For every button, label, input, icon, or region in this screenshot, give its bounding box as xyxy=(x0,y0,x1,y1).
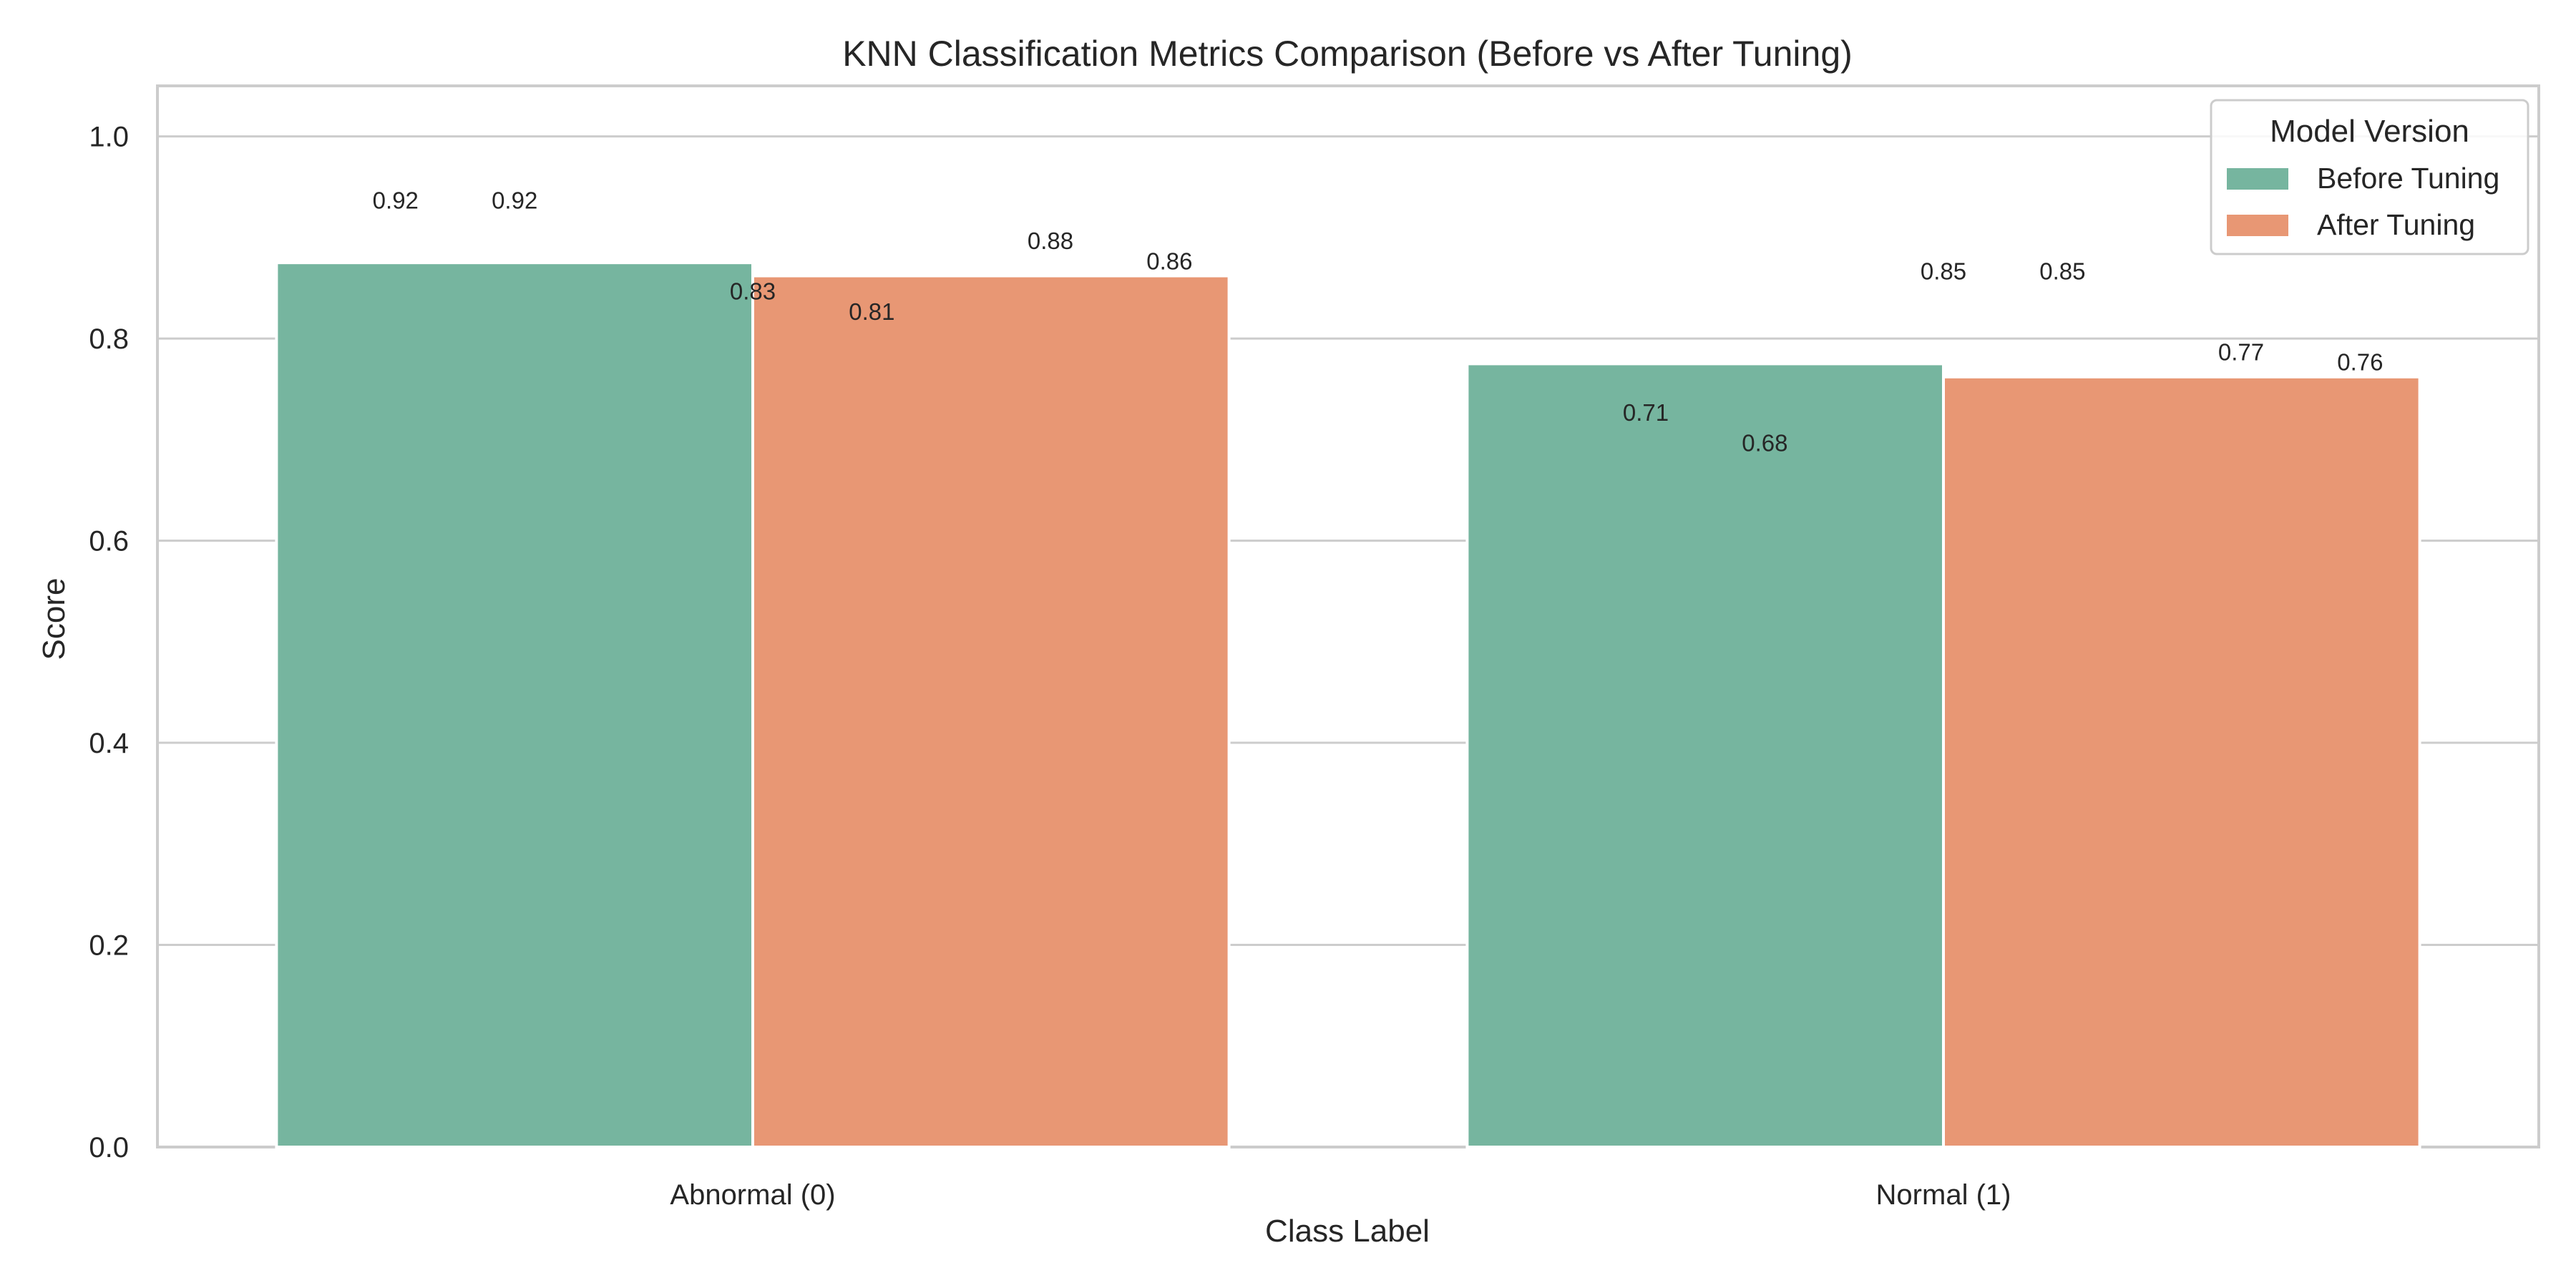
x-tick-label: Abnormal (0) xyxy=(670,1179,835,1211)
chart-title: KNN Classification Metrics Comparison (B… xyxy=(842,34,1853,74)
y-tick-label: 1.0 xyxy=(89,122,129,153)
bar-before-1 xyxy=(1465,362,1945,1148)
value-label: 0.92 xyxy=(492,187,537,214)
plot-area: 0.0 0.2 0.4 0.6 0.8 1.0 0.92 0.92 0.83 0.81 0.88 0.… xyxy=(89,84,2540,1211)
value-label: 0.76 xyxy=(2337,349,2383,376)
legend-swatch-1 xyxy=(2227,215,2288,236)
bar-after-1 xyxy=(1942,375,2421,1148)
y-tick-label: 0.4 xyxy=(89,728,129,759)
y-tick-label: 0.0 xyxy=(89,1132,129,1163)
y-tick-label: 0.6 xyxy=(89,526,129,557)
value-label: 0.88 xyxy=(1028,228,1073,254)
bar-before-0 xyxy=(275,261,754,1149)
legend-swatch-0 xyxy=(2227,168,2288,190)
x-tick-label: Normal (1) xyxy=(1876,1179,2011,1211)
legend-title: Model Version xyxy=(2270,114,2469,149)
value-label: 0.86 xyxy=(1146,248,1192,274)
plot-frame xyxy=(156,84,2540,1148)
y-axis-label: Score xyxy=(36,578,72,660)
legend-label-0: Before Tuning xyxy=(2317,162,2499,195)
value-label: 0.83 xyxy=(730,278,776,305)
bar-after-0 xyxy=(751,274,1231,1149)
y-tick-label: 0.2 xyxy=(89,930,129,962)
value-label: 0.68 xyxy=(1742,430,1787,457)
value-label: 0.77 xyxy=(2218,338,2264,365)
y-tick-label: 0.8 xyxy=(89,323,129,355)
value-label: 0.71 xyxy=(1623,399,1669,426)
value-label: 0.85 xyxy=(1921,258,1966,284)
legend: Model Version Before Tuning After Tuning xyxy=(2210,99,2529,255)
value-label: 0.81 xyxy=(849,298,894,325)
legend-box xyxy=(2210,99,2529,255)
legend-label-1: After Tuning xyxy=(2317,208,2475,241)
x-axis-label: Class Label xyxy=(1265,1214,1430,1249)
value-label: 0.92 xyxy=(373,187,419,214)
value-label: 0.85 xyxy=(2039,258,2085,284)
